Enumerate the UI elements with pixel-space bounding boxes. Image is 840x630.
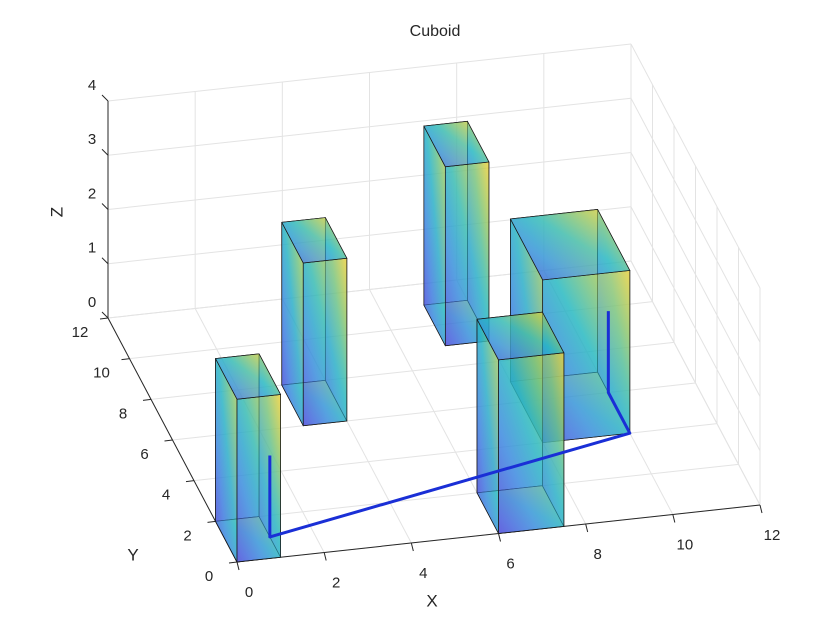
tick-mark xyxy=(142,398,152,401)
x-tick-label: 10 xyxy=(676,536,693,553)
grid-line xyxy=(107,97,632,156)
z-tick-label: 2 xyxy=(88,185,96,202)
tick-mark xyxy=(672,514,676,523)
tick-mark xyxy=(99,317,109,320)
tick-mark xyxy=(759,504,763,514)
tick-mark xyxy=(236,561,240,571)
z-axis-label: Z xyxy=(47,207,66,217)
x-tick-label: 6 xyxy=(506,555,514,572)
x-tick-label: 8 xyxy=(593,546,601,563)
y-axis-label: Y xyxy=(127,545,138,564)
y-tick-label: 6 xyxy=(140,446,148,463)
cuboid-face xyxy=(423,120,490,168)
tick-mark xyxy=(323,552,327,561)
cuboid-face xyxy=(509,209,631,281)
grid-line xyxy=(630,152,761,397)
tick-mark xyxy=(228,561,238,564)
z-tick-label: 4 xyxy=(88,77,96,94)
grid-line xyxy=(630,43,761,289)
grid-line xyxy=(630,98,761,343)
x-tick-label: 12 xyxy=(764,527,781,544)
cuboid-face xyxy=(281,217,348,264)
y-tick-label: 0 xyxy=(205,568,213,585)
tick-mark xyxy=(101,257,109,265)
chart-title: Cuboid xyxy=(410,23,461,40)
y-tick-label: 8 xyxy=(119,405,127,422)
grid-line xyxy=(630,260,761,506)
tick-mark xyxy=(101,94,109,102)
grid-line xyxy=(107,152,632,210)
y-tick-label: 10 xyxy=(93,365,110,382)
tick-mark xyxy=(101,203,109,210)
tick-mark xyxy=(101,148,109,156)
tick-mark xyxy=(498,533,501,542)
cuboid-face xyxy=(302,257,348,427)
x-tick-label: 0 xyxy=(245,584,253,601)
z-tick-label: 3 xyxy=(88,131,96,148)
y-tick-label: 2 xyxy=(183,527,191,544)
x-tick-label: 4 xyxy=(419,565,427,582)
grid-line xyxy=(630,206,761,451)
y-tick-label: 4 xyxy=(162,487,170,504)
cuboid-face xyxy=(444,161,490,347)
tick-mark xyxy=(410,542,414,552)
grid-line xyxy=(107,43,632,102)
y-tick-label: 12 xyxy=(72,324,89,341)
tick-mark xyxy=(207,520,216,523)
tick-mark xyxy=(585,523,589,533)
cuboid-face xyxy=(498,352,565,534)
z-tick-label: 1 xyxy=(88,240,96,257)
tick-mark xyxy=(101,311,109,319)
tick-mark xyxy=(185,480,195,483)
x-tick-label: 2 xyxy=(332,574,340,591)
x-axis-label: X xyxy=(426,591,437,610)
tick-mark xyxy=(121,358,130,361)
cuboid-face xyxy=(476,311,565,361)
z-tick-label: 0 xyxy=(88,294,96,311)
tick-mark xyxy=(164,439,173,442)
path-line xyxy=(268,311,632,539)
cuboid-face xyxy=(214,353,282,400)
